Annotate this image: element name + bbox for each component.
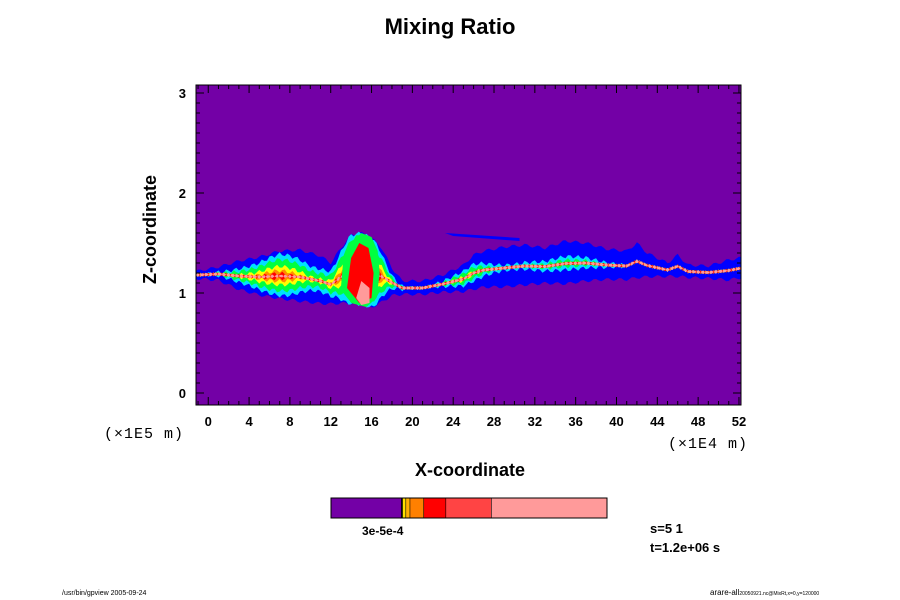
x-tick-label: 36 — [568, 414, 582, 429]
footer-right-main: arare-all — [710, 588, 740, 597]
x-axis-label: X-coordinate — [414, 460, 525, 480]
x-tick-label: 0 — [205, 414, 212, 429]
colorbar-segment — [423, 498, 446, 518]
x-tick-label: 24 — [446, 414, 461, 429]
colorbar-segment — [401, 498, 403, 518]
tower-peak — [356, 281, 370, 305]
x-tick-label: 8 — [286, 414, 293, 429]
blue-streak — [445, 233, 520, 241]
x-tick-label: 20 — [405, 414, 419, 429]
footer-right-small: 20050921.nc@MixRt,x=0,y=120000 — [739, 591, 820, 597]
z-tick-label: 0 — [179, 386, 186, 401]
x-tick-label: 16 — [364, 414, 378, 429]
colorbar-labels: 3e-5e-4 — [362, 524, 404, 538]
plot-border — [195, 84, 742, 406]
colorbar-segment — [409, 498, 424, 518]
z-axis-label: Z-coordinate — [140, 174, 160, 284]
x-axis-unit: (×1E4 m) — [668, 436, 749, 453]
z-tick-label: 2 — [179, 186, 186, 201]
colorbar-segment — [491, 498, 607, 518]
x-tick-label: 32 — [528, 414, 542, 429]
x-tick-label: 52 — [732, 414, 746, 429]
colorbar-segment — [331, 498, 402, 518]
z-tick-label: 3 — [179, 86, 186, 101]
colorbar — [330, 497, 608, 519]
colorbar-segment — [445, 498, 492, 518]
colorbar-segment — [402, 498, 406, 518]
cloud-level-green — [196, 235, 741, 305]
x-tick-label: 4 — [245, 414, 253, 429]
plot-background — [196, 85, 741, 405]
x-tick-label: 28 — [487, 414, 501, 429]
x-tick-label: 48 — [691, 414, 705, 429]
x-tick-label: 44 — [650, 414, 665, 429]
chart-title: Mixing Ratio — [384, 14, 516, 39]
footer-right: arare-all20050921.nc@MixRt,x=0,y=120000 — [710, 588, 819, 597]
colorbar-segment — [405, 498, 410, 518]
z-axis-unit: (×1E5 m) — [104, 426, 185, 443]
x-tick-label: 12 — [323, 414, 337, 429]
z-tick-label: 1 — [179, 286, 186, 301]
cloud-field — [196, 231, 741, 308]
stat-time: t=1.2e+06 s — [650, 540, 721, 555]
cloud-level-yellow — [196, 246, 741, 295]
footer-left: /usr/bin/gpview 2005-09-24 — [62, 590, 147, 597]
stat-s: s=5 1 — [650, 521, 683, 536]
x-tick-label: 40 — [609, 414, 623, 429]
